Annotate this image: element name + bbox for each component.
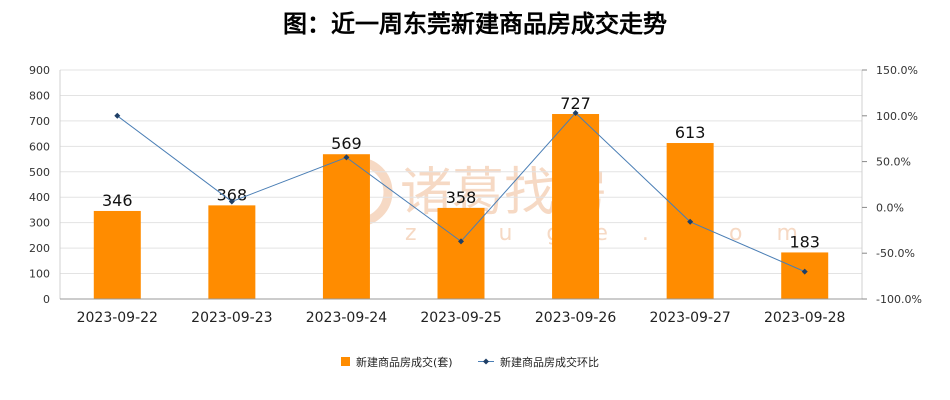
line-series — [114, 109, 808, 275]
line-point — [687, 218, 694, 225]
x-tick-label: 2023-09-27 — [649, 310, 730, 326]
x-tick-label: 2023-09-26 — [535, 310, 616, 326]
line-point — [572, 109, 579, 116]
x-tick-label: 2023-09-23 — [191, 310, 272, 326]
x-tick-label: 2023-09-28 — [764, 310, 845, 326]
x-axis: 2023-09-22 2023-09-23 2023-09-24 2023-09-25… — [60, 298, 862, 326]
y-left-tick-label: 600 — [29, 140, 50, 153]
line-point — [114, 112, 121, 119]
y-right-tick-label: 50.0% — [876, 156, 911, 169]
line-point — [458, 238, 464, 245]
legend: 新建商品房成交(套) 新建商品房成交环比 — [341, 355, 599, 369]
x-tick-label: 2023-09-25 — [420, 310, 501, 326]
y-left-tick-label: 500 — [29, 166, 50, 179]
y-right-tick-label: 100.0% — [876, 110, 918, 123]
right-axis: -100.0% -50.0% 0.0% 50.0% 100.0% 150.0% — [862, 64, 922, 306]
y-left-tick-label: 800 — [29, 89, 50, 102]
bar — [781, 252, 829, 299]
bar-data-label: 346 — [102, 191, 133, 210]
left-axis: 0 100 200 300 400 500 600 700 800 900 — [29, 64, 50, 306]
bar-data-labels: 346 368 569 358 727 613 183 — [102, 94, 820, 251]
y-left-tick-label: 700 — [29, 115, 50, 128]
y-left-tick-label: 100 — [29, 268, 50, 281]
bar — [208, 205, 256, 299]
bar-data-label: 183 — [789, 232, 820, 251]
legend-bar-label: 新建商品房成交(套) — [356, 355, 453, 369]
bar — [437, 207, 485, 299]
bar-data-label: 569 — [331, 134, 362, 153]
line-point — [228, 198, 235, 205]
y-left-tick-label: 900 — [29, 64, 50, 77]
bar — [93, 210, 141, 299]
y-right-tick-label: -100.0% — [876, 293, 922, 306]
y-left-tick-label: 300 — [29, 217, 50, 230]
x-tick-label: 2023-09-22 — [77, 310, 158, 326]
bar-data-label: 358 — [446, 188, 477, 207]
legend-bar-swatch — [341, 357, 350, 366]
y-right-tick-label: -50.0% — [876, 247, 915, 260]
bar-data-label: 368 — [217, 185, 248, 204]
y-right-tick-label: 0.0% — [876, 201, 904, 214]
y-left-tick-label: 400 — [29, 191, 50, 204]
y-right-tick-label: 150.0% — [876, 64, 918, 77]
chart-title: 图：近一周东莞新建商品房成交走势 — [283, 10, 667, 38]
bar — [322, 154, 370, 299]
x-tick-label: 2023-09-24 — [306, 310, 387, 326]
line-point — [801, 268, 808, 275]
y-left-tick-label: 200 — [29, 242, 50, 255]
bar-data-label: 727 — [560, 94, 591, 113]
line-point — [343, 154, 350, 161]
legend-line-label: 新建商品房成交环比 — [500, 355, 599, 369]
bar — [552, 114, 600, 299]
y-left-tick-label: 0 — [43, 293, 50, 306]
bar-data-label: 613 — [675, 123, 706, 142]
legend-line-marker — [483, 358, 489, 365]
